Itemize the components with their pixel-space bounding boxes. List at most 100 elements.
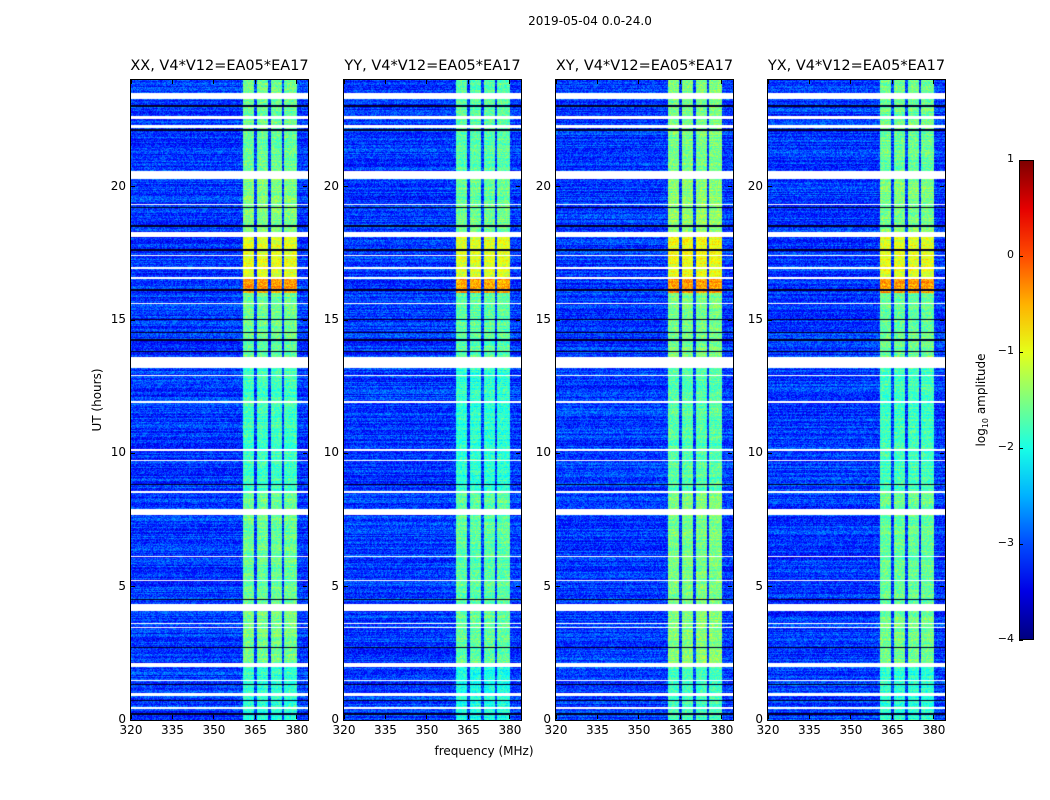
colorbar-tick	[1019, 256, 1023, 257]
y-tick	[131, 319, 135, 321]
y-tick	[728, 586, 732, 588]
x-axis-label: frequency (MHz)	[434, 744, 534, 758]
panel-3: XY, V4*V12=EA05*EA17 320 335 350 365 380 0 5 10 1…	[536, 58, 734, 737]
panel-title: YY, V4*V12=EA05*EA17	[344, 58, 521, 74]
colorbar-tick-label: −4	[997, 632, 1014, 645]
y-axis-label: UT (hours)	[90, 368, 104, 432]
x-tick-label: 380	[710, 723, 734, 737]
colorbar-label: log10 amplitude	[973, 353, 991, 447]
x-tick	[130, 80, 132, 84]
y-tick-label: 0	[118, 712, 126, 726]
x-tick-label: 350	[627, 723, 651, 737]
x-tick	[638, 715, 640, 719]
y-tick-label: 15	[110, 312, 126, 326]
panel-title: XY, V4*V12=EA05*EA17	[555, 58, 734, 74]
x-tick	[555, 80, 557, 84]
x-tick-label: 320	[756, 723, 780, 737]
y-tick-label: 10	[323, 445, 339, 460]
x-tick-label: 320	[119, 723, 143, 737]
y-tick	[556, 186, 560, 188]
y-tick	[344, 186, 348, 188]
y-tick-label: 15	[323, 312, 339, 326]
y-tick	[303, 719, 307, 721]
colorbar-tick	[1019, 640, 1023, 641]
y-tick-label: 0	[755, 712, 763, 726]
y-tick-label: 20	[747, 178, 763, 193]
x-tick	[343, 80, 345, 84]
x-tick-label: 350	[415, 723, 439, 737]
y-tick	[131, 186, 135, 188]
colorbar-tick-label: 1	[1007, 152, 1014, 165]
waterfall-image	[768, 80, 945, 720]
x-tick	[721, 80, 723, 84]
x-tick-label: 365	[669, 723, 692, 737]
y-tick	[768, 319, 772, 321]
x-tick	[679, 715, 681, 719]
y-tick	[556, 719, 560, 721]
y-tick	[303, 452, 307, 454]
x-tick	[596, 715, 598, 719]
y-tick	[768, 719, 772, 721]
x-tick-label: 320	[332, 723, 356, 737]
y-tick	[728, 319, 732, 321]
y-tick	[728, 719, 732, 721]
x-tick-label: 380	[922, 723, 946, 737]
x-tick	[171, 80, 173, 84]
x-tick	[254, 80, 256, 84]
y-tick	[940, 186, 944, 188]
y-tick	[768, 186, 772, 188]
panel-2: YY, V4*V12=EA05*EA17 320 335 350 365 380 0 5 10 1…	[324, 58, 522, 737]
y-tick-label: 10	[110, 445, 126, 460]
panel-title: YX, V4*V12=EA05*EA17	[767, 58, 946, 74]
colorbar-tick	[1019, 448, 1023, 449]
y-tick	[303, 319, 307, 321]
x-tick	[467, 80, 469, 84]
x-tick-label: 365	[244, 723, 267, 737]
x-tick	[767, 80, 769, 84]
y-tick-label: 10	[747, 445, 763, 460]
y-tick	[303, 586, 307, 588]
x-tick	[171, 715, 173, 719]
colorbar-tick	[1019, 544, 1023, 545]
x-tick-label: 320	[544, 723, 568, 737]
x-tick	[213, 715, 215, 719]
x-tick	[891, 80, 893, 84]
y-tick	[344, 586, 348, 588]
y-tick	[728, 452, 732, 454]
y-tick-label: 15	[535, 312, 551, 326]
y-tick	[516, 586, 520, 588]
x-tick-label: 365	[457, 723, 480, 737]
y-tick	[344, 719, 348, 721]
x-tick	[343, 715, 345, 719]
y-tick-label: 0	[331, 712, 339, 726]
x-tick	[596, 80, 598, 84]
y-tick	[940, 586, 944, 588]
waterfall-image	[131, 80, 308, 720]
y-tick-label: 10	[535, 445, 551, 460]
x-tick	[933, 80, 935, 84]
y-tick	[940, 319, 944, 321]
x-tick	[254, 715, 256, 719]
x-tick	[509, 715, 511, 719]
x-tick	[721, 715, 723, 719]
x-tick	[130, 715, 132, 719]
x-tick-label: 365	[881, 723, 904, 737]
y-tick	[131, 719, 135, 721]
waterfall-image	[344, 80, 521, 720]
x-tick-label: 335	[586, 723, 609, 737]
y-tick	[728, 186, 732, 188]
y-tick	[344, 319, 348, 321]
y-tick-label: 20	[110, 178, 126, 193]
x-tick-label: 335	[798, 723, 821, 737]
x-tick-label: 335	[161, 723, 184, 737]
y-tick-label: 5	[331, 578, 339, 593]
x-tick	[384, 80, 386, 84]
y-tick-label: 0	[543, 712, 551, 726]
x-tick	[296, 715, 298, 719]
y-tick	[131, 452, 135, 454]
x-tick	[891, 715, 893, 719]
y-tick-label: 20	[323, 178, 339, 193]
y-tick-label: 5	[118, 578, 126, 593]
y-tick	[303, 186, 307, 188]
